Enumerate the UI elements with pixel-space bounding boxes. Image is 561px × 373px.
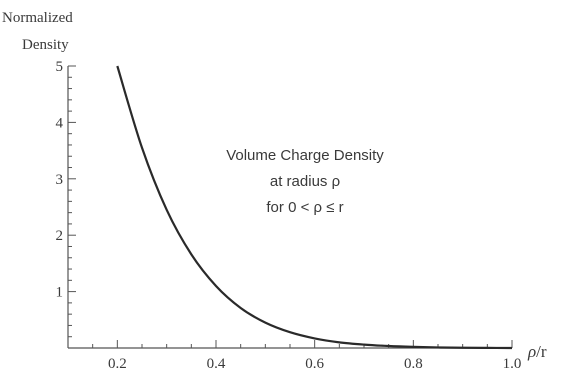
annotation-line-3: for 0 < ρ ≤ r bbox=[266, 199, 343, 216]
x-axis-label: ρ/r bbox=[527, 342, 547, 361]
y-axis-label-line-2: Density bbox=[22, 37, 69, 53]
x-axis-label-rho: ρ bbox=[527, 342, 536, 361]
y-tick-label: 5 bbox=[56, 59, 64, 75]
y-axis-label-line-1: Normalized bbox=[2, 10, 73, 26]
y-tick-label: 2 bbox=[56, 228, 64, 244]
y-tick-label: 3 bbox=[56, 172, 64, 188]
y-tick-label: 4 bbox=[56, 115, 64, 131]
density-curve bbox=[116, 65, 513, 350]
x-tick-label: 0.2 bbox=[108, 356, 127, 372]
x-axis-label-over-r: /r bbox=[536, 342, 547, 361]
y-tick-label: 1 bbox=[56, 285, 64, 301]
tick-labels: 0.2 0.4 0.6 0.8 1.0 1 2 3 4 5 bbox=[56, 59, 522, 372]
x-tick-label: 0.8 bbox=[404, 356, 423, 372]
x-tick-label: 0.4 bbox=[207, 356, 226, 372]
x-tick-label: 1.0 bbox=[503, 356, 522, 372]
annotation-line-1: Volume Charge Density bbox=[226, 147, 384, 164]
x-tick-label: 0.6 bbox=[305, 356, 324, 372]
annotation-line-2: at radius ρ bbox=[270, 173, 340, 190]
